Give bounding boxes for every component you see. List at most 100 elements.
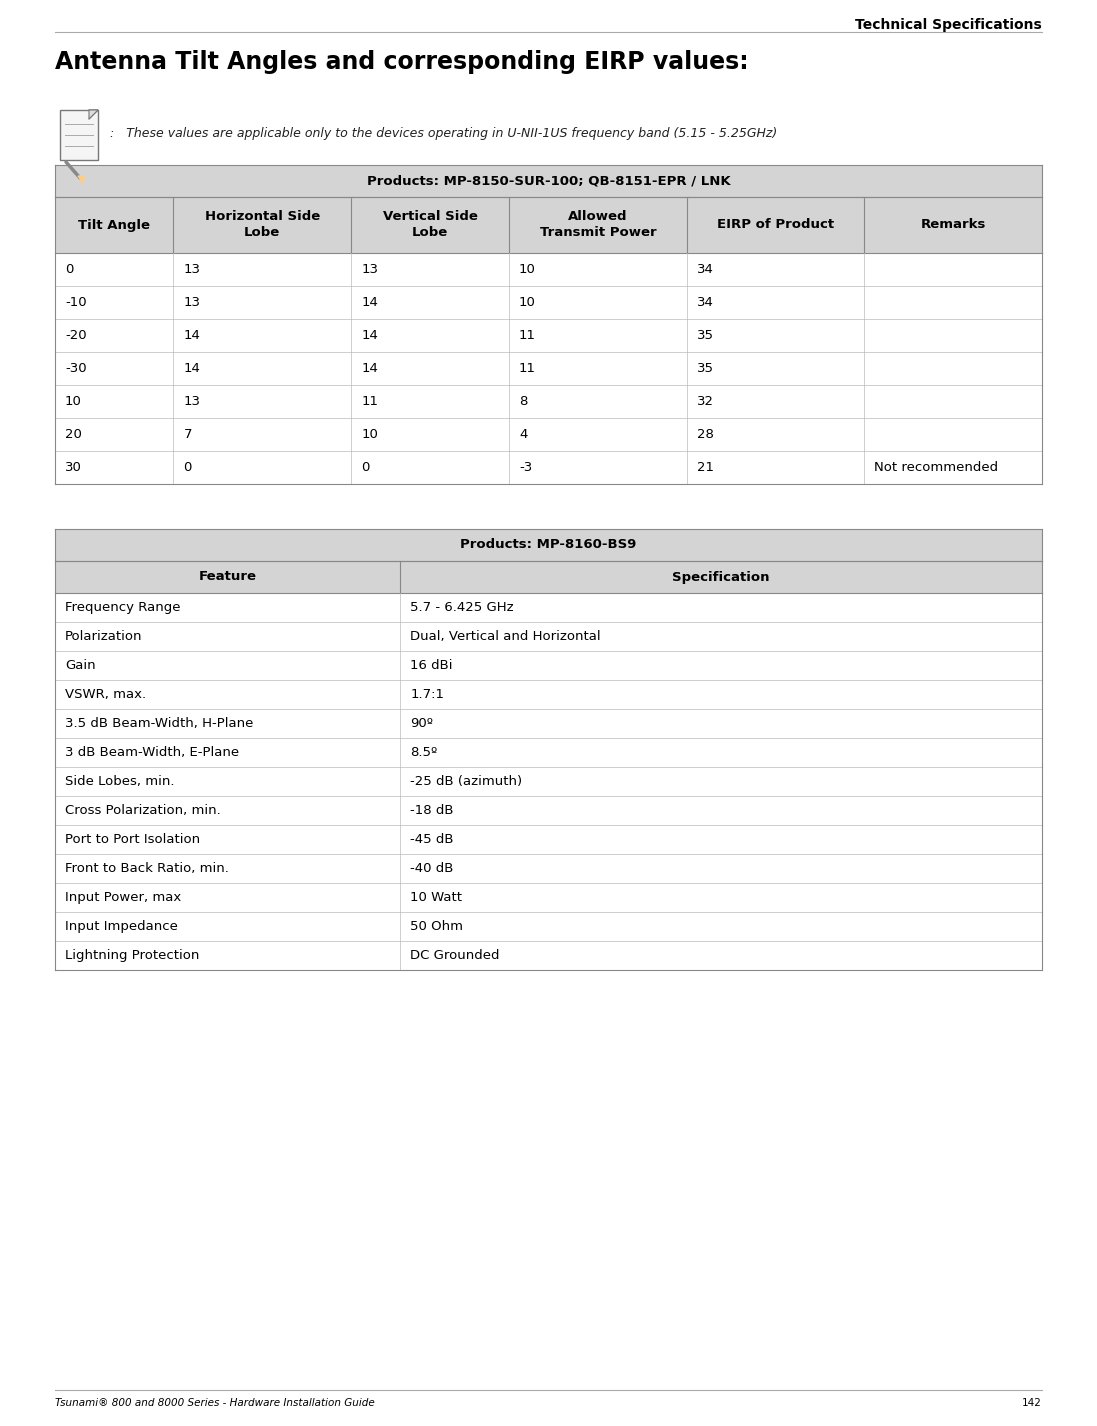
Text: 10: 10 [65,395,82,408]
Text: Input Impedance: Input Impedance [65,920,178,933]
Text: 14: 14 [361,362,378,375]
Text: 10: 10 [519,262,536,277]
Text: EIRP of Product: EIRP of Product [717,218,834,231]
Text: 50 Ohm: 50 Ohm [410,920,463,933]
Text: 28: 28 [697,428,713,441]
Text: 10 Watt: 10 Watt [410,891,463,904]
Text: 1.7:1: 1.7:1 [410,687,444,702]
Bar [55,252,1042,287]
Text: Tsunami® 800 and 8000 Series - Hardware Installation Guide: Tsunami® 800 and 8000 Series - Hardware … [55,1397,375,1407]
Bar [60,110,98,160]
Bar [55,709,1042,739]
Text: -40 dB: -40 dB [410,861,454,876]
Text: 5.7 - 6.425 GHz: 5.7 - 6.425 GHz [410,600,514,615]
Text: Not recommended: Not recommended [874,461,998,473]
Text: 16 dBi: 16 dBi [410,659,453,672]
Text: 10: 10 [361,428,378,441]
Bar [55,622,1042,652]
Text: 11: 11 [361,395,378,408]
Text: 10: 10 [519,297,536,309]
Text: -10: -10 [65,297,87,309]
Text: 35: 35 [697,362,714,375]
Bar [55,680,1042,709]
Bar [55,796,1042,826]
Text: 142: 142 [1022,1397,1042,1407]
Text: 11: 11 [519,329,536,342]
Bar [55,287,1042,319]
Polygon shape [78,175,84,183]
Text: 20: 20 [65,428,82,441]
Text: 8: 8 [519,395,528,408]
Text: 14: 14 [361,329,378,342]
Bar [55,739,1042,767]
Text: -45 dB: -45 dB [410,833,454,846]
Bar [55,197,1042,252]
Text: 0: 0 [65,262,73,277]
Text: Vertical Side
Lobe: Vertical Side Lobe [383,211,477,240]
Bar [55,451,1042,483]
Text: Input Power, max: Input Power, max [65,891,181,904]
Text: 14: 14 [183,362,201,375]
Bar [55,593,1042,622]
Text: Allowed
Transmit Power: Allowed Transmit Power [540,211,656,240]
Text: 90º: 90º [410,717,433,730]
Bar [55,165,1042,197]
Text: Lightning Protection: Lightning Protection [65,948,200,963]
Bar [55,854,1042,883]
Text: Technical Specifications: Technical Specifications [856,19,1042,31]
Text: Tilt Angle: Tilt Angle [78,218,150,231]
Text: Side Lobes, min.: Side Lobes, min. [65,774,174,789]
Text: 14: 14 [183,329,201,342]
Text: -3: -3 [519,461,532,473]
Bar [55,883,1042,913]
Text: 13: 13 [361,262,378,277]
Bar [55,418,1042,451]
Text: 0: 0 [183,461,192,473]
Text: :   These values are applicable only to the devices operating in U-NII-1US frequ: : These values are applicable only to th… [110,127,778,140]
Text: Gain: Gain [65,659,95,672]
Text: Products: MP-8150-SUR-100; QB-8151-EPR / LNK: Products: MP-8150-SUR-100; QB-8151-EPR /… [366,174,731,187]
Bar [55,941,1042,970]
Text: Feature: Feature [199,570,257,583]
Text: 34: 34 [697,297,713,309]
Text: 13: 13 [183,395,201,408]
Text: Horizontal Side
Lobe: Horizontal Side Lobe [205,211,320,240]
Text: 21: 21 [697,461,714,473]
Text: 11: 11 [519,362,536,375]
Bar [55,767,1042,796]
Text: 7: 7 [183,428,192,441]
Text: Antenna Tilt Angles and corresponding EIRP values:: Antenna Tilt Angles and corresponding EI… [55,50,748,74]
Text: -18 dB: -18 dB [410,804,454,817]
Text: Front to Back Ratio, min.: Front to Back Ratio, min. [65,861,229,876]
Text: 30: 30 [65,461,82,473]
Bar [55,352,1042,385]
Text: Remarks: Remarks [920,218,986,231]
Text: Products: MP-8160-BS9: Products: MP-8160-BS9 [461,539,636,552]
Text: 3.5 dB Beam-Width, H-Plane: 3.5 dB Beam-Width, H-Plane [65,717,253,730]
Text: VSWR, max.: VSWR, max. [65,687,146,702]
Text: 3 dB Beam-Width, E-Plane: 3 dB Beam-Width, E-Plane [65,746,239,759]
Bar [55,913,1042,941]
Text: 13: 13 [183,297,201,309]
Text: 0: 0 [361,461,370,473]
Text: 32: 32 [697,395,714,408]
Polygon shape [89,110,98,118]
Text: Cross Polarization, min.: Cross Polarization, min. [65,804,220,817]
Text: 13: 13 [183,262,201,277]
Bar [55,560,1042,593]
Text: Port to Port Isolation: Port to Port Isolation [65,833,200,846]
Text: -25 dB (azimuth): -25 dB (azimuth) [410,774,522,789]
Text: Frequency Range: Frequency Range [65,600,181,615]
Text: 4: 4 [519,428,528,441]
Text: -30: -30 [65,362,87,375]
Text: 34: 34 [697,262,713,277]
Bar [55,319,1042,352]
Text: -20: -20 [65,329,87,342]
Bar [55,529,1042,560]
Text: Specification: Specification [672,570,770,583]
Text: Polarization: Polarization [65,630,143,643]
Text: Dual, Vertical and Horizontal: Dual, Vertical and Horizontal [410,630,601,643]
Text: DC Grounded: DC Grounded [410,948,500,963]
Bar [55,826,1042,854]
Text: 35: 35 [697,329,714,342]
